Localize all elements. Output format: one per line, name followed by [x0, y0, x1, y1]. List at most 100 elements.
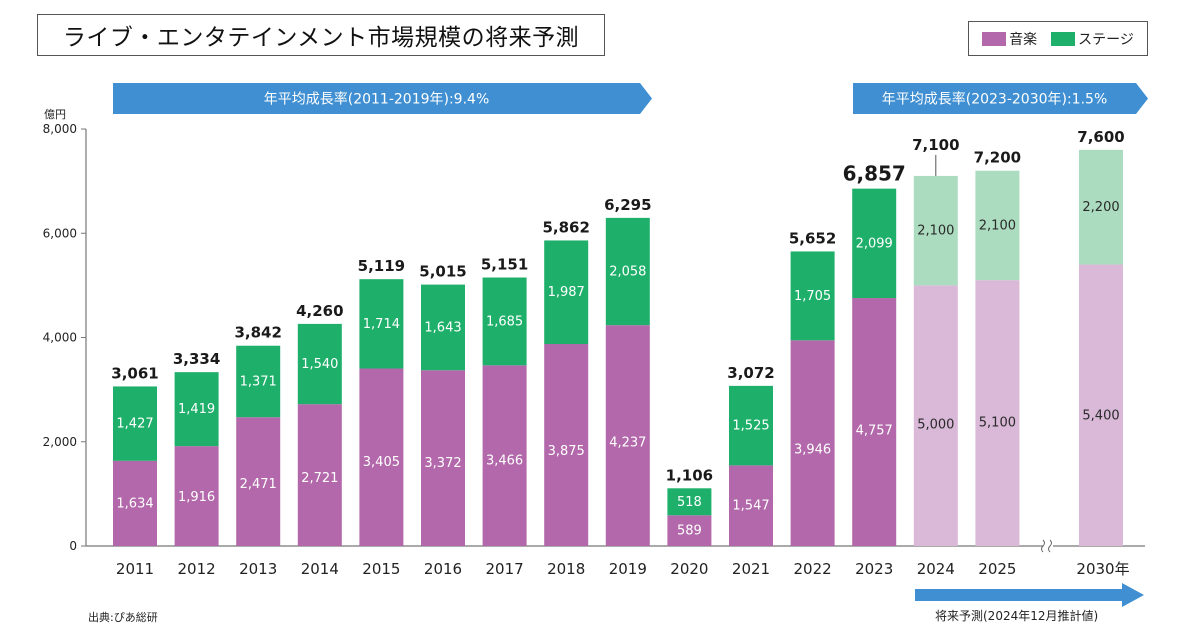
legend-label-stage: ステージ: [1078, 31, 1134, 48]
data-label-stage: 2,099: [856, 236, 893, 251]
legend-item-stage: ステージ: [1051, 29, 1134, 49]
data-label-music: 3,875: [548, 444, 585, 459]
growth-banner-1: [113, 83, 652, 114]
bar-stage-2030年: [1079, 149, 1123, 265]
x-tick-label: 2015: [362, 560, 400, 578]
y-tick-label: 8,000: [43, 122, 77, 136]
total-label: 5,862: [542, 218, 589, 236]
data-label-stage: 1,427: [116, 417, 153, 432]
bar-stage-2015: [359, 279, 404, 369]
total-label: 7,600: [1077, 128, 1124, 146]
data-label-music: 5,000: [917, 418, 954, 433]
total-label: 5,652: [789, 229, 836, 247]
x-tick-label: 2016: [424, 560, 462, 578]
total-label: 7,200: [974, 149, 1021, 167]
forecast-arrow-shaft: [915, 589, 1125, 601]
y-tick-label: 2,000: [43, 435, 77, 449]
x-tick-label: 2014: [301, 560, 339, 578]
data-label-music: 5,100: [979, 415, 1016, 430]
data-label-stage: 1,371: [240, 374, 277, 389]
bar-stage-2023: [852, 188, 897, 299]
bar-stage-2013: [236, 345, 281, 418]
data-label-stage: 1,419: [178, 402, 215, 417]
bar-music-2011: [113, 460, 157, 546]
data-label-music: 2,471: [240, 477, 277, 492]
bar-stage-2017: [482, 277, 527, 366]
bar-music-2024: [913, 285, 958, 546]
total-label: 5,151: [481, 256, 528, 274]
bar-music-2018: [544, 344, 589, 546]
bar-music-2016: [421, 370, 465, 546]
legend-swatch-stage: [1051, 31, 1076, 46]
chart-title: ライブ・エンタテインメント市場規模の将来予測: [62, 25, 580, 51]
data-label-music: 4,237: [609, 436, 646, 451]
total-label: 5,015: [419, 263, 466, 281]
x-tick-label: 2017: [486, 560, 524, 578]
bar-music-2015: [359, 368, 404, 546]
legend: 音楽 ステージ: [968, 21, 1148, 56]
bar-music-2019: [605, 325, 650, 546]
bar-music-2022: [790, 340, 835, 546]
data-label-stage: 518: [677, 495, 702, 510]
x-tick-label: 2022: [794, 560, 832, 578]
legend-label-music: 音楽: [1009, 31, 1038, 48]
bar-stage-2020: [667, 488, 712, 516]
bar-music-2021: [729, 465, 773, 546]
x-tick-label: 2025: [978, 560, 1016, 578]
data-label-stage: 2,100: [917, 224, 954, 239]
legend-item-music: 音楽: [982, 29, 1037, 49]
data-label-music: 1,634: [116, 497, 153, 512]
bar-stage-2018: [544, 240, 589, 345]
total-label: 5,119: [358, 257, 405, 275]
x-tick-label: 2012: [178, 560, 216, 578]
bar-stage-2021: [729, 385, 773, 466]
data-label-stage: 1,714: [363, 317, 400, 332]
data-label-music: 3,946: [794, 442, 831, 457]
bar-music-2013: [236, 417, 281, 546]
bar-stage-2014: [297, 323, 342, 405]
data-label-music: 5,400: [1082, 408, 1119, 423]
data-label-stage: 2,058: [609, 265, 646, 280]
bar-music-2020: [667, 515, 712, 546]
y-tick-label: 6,000: [43, 226, 77, 240]
bar-music-2030年: [1079, 264, 1123, 546]
growth-banner-2: [853, 83, 1148, 114]
total-label: 6,857: [843, 162, 906, 186]
x-tick-label: 2020: [670, 560, 708, 578]
chart-title-box: ライブ・エンタテインメント市場規模の将来予測: [37, 14, 605, 56]
bar-stage-2025: [975, 170, 1020, 281]
data-label-stage: 1,643: [424, 320, 461, 335]
total-label: 7,100: [912, 136, 959, 154]
x-tick-label: 2018: [547, 560, 585, 578]
data-label-stage: 1,685: [486, 314, 523, 329]
total-label: 6,295: [604, 196, 651, 214]
total-label: 1,106: [666, 466, 713, 484]
data-label-stage: 1,705: [794, 289, 831, 304]
total-label: 4,260: [296, 302, 343, 320]
data-label-music: 4,757: [856, 423, 893, 438]
source-note: 出典:ぴあ総研: [88, 611, 158, 624]
forecast-note: 将来予測(2024年12月推計値): [935, 609, 1099, 623]
data-label-stage: 1,540: [301, 357, 338, 372]
bar-music-2025: [975, 280, 1020, 546]
x-tick-label: 2030年: [1076, 560, 1129, 578]
x-tick-label: 2013: [239, 560, 277, 578]
total-label: 3,842: [234, 324, 281, 342]
x-tick-label: 2023: [855, 560, 893, 578]
data-label-stage: 1,987: [548, 285, 585, 300]
y-tick-label: 4,000: [43, 331, 77, 345]
y-tick-label: 0: [69, 539, 77, 553]
x-tick-label: 2021: [732, 560, 770, 578]
x-tick-label: 2024: [917, 560, 955, 578]
y-axis-unit: 億円: [44, 108, 66, 121]
data-label-stage: 1,525: [732, 419, 769, 434]
x-tick-label: 2019: [609, 560, 647, 578]
data-label-music: 1,916: [178, 490, 215, 505]
bar-music-2012: [174, 446, 219, 546]
axis-break-icon: [1041, 539, 1052, 553]
data-label-music: 3,372: [424, 456, 461, 471]
bar-music-2014: [297, 404, 342, 546]
growth-banner-label-2: 年平均成長率(2023-2030年):1.5%: [882, 91, 1108, 108]
total-label: 3,072: [727, 364, 774, 382]
bar-stage-2011: [113, 386, 157, 461]
